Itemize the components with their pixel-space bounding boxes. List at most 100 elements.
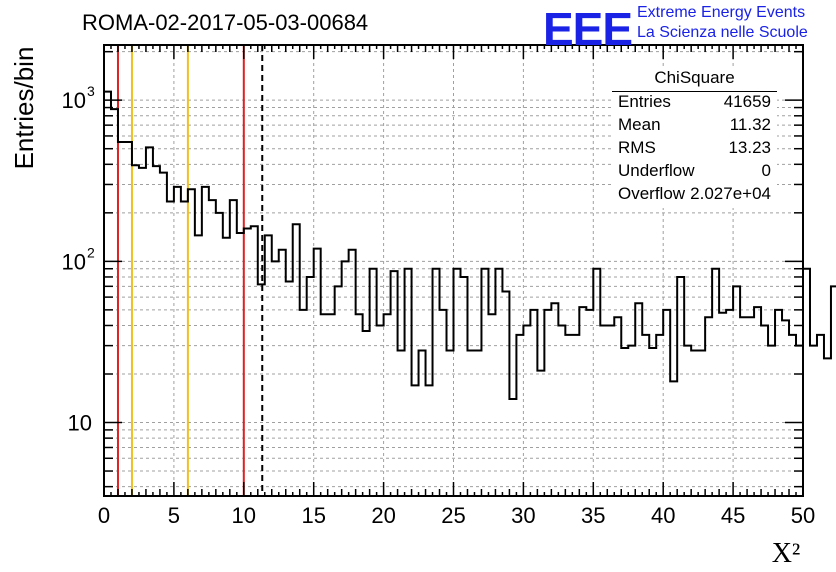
axis-ticks bbox=[104, 45, 803, 496]
histogram-bin bbox=[300, 310, 307, 496]
histogram-bin bbox=[118, 142, 125, 496]
histogram-bin bbox=[321, 314, 328, 496]
histogram-bin bbox=[705, 317, 712, 496]
histogram-bin bbox=[551, 303, 558, 496]
histogram-bin bbox=[314, 249, 321, 496]
histogram-bin bbox=[460, 277, 467, 496]
histogram-bin bbox=[530, 310, 537, 496]
histogram-bin bbox=[747, 317, 754, 496]
histogram-bin bbox=[335, 286, 342, 496]
x-tick-label: 50 bbox=[791, 503, 815, 528]
histogram-bin bbox=[195, 235, 202, 496]
histogram-bin bbox=[768, 346, 775, 496]
histogram-bin bbox=[712, 269, 719, 496]
stats-value: 13.23 bbox=[728, 138, 771, 157]
histogram-bin bbox=[132, 165, 139, 496]
histogram-bin bbox=[677, 277, 684, 496]
histogram-bin bbox=[447, 350, 454, 496]
histogram-bin bbox=[558, 325, 565, 496]
histogram-bin bbox=[153, 166, 160, 496]
stats-title: ChiSquare bbox=[654, 68, 735, 87]
histogram-bin bbox=[537, 371, 544, 496]
histogram-bin bbox=[523, 325, 530, 496]
histogram-bin bbox=[356, 314, 363, 496]
histogram-bin bbox=[279, 250, 286, 496]
x-tick-label: 10 bbox=[232, 503, 256, 528]
histogram-bin bbox=[509, 399, 516, 496]
histogram-bin bbox=[216, 213, 223, 496]
stats-row-mean: Mean 11.32 bbox=[618, 115, 771, 137]
y-tick-label: 10 bbox=[62, 88, 86, 113]
stats-row-entries: Entries 41659 bbox=[618, 92, 771, 114]
histogram-bin bbox=[230, 200, 237, 496]
histogram-bin bbox=[440, 310, 447, 496]
stats-value: 0 bbox=[761, 161, 771, 180]
stats-label: Entries bbox=[618, 92, 671, 111]
histogram-bin bbox=[125, 142, 132, 496]
stats-value: 2.027e+04 bbox=[690, 184, 771, 203]
histogram-bin bbox=[244, 228, 251, 496]
histogram-bin bbox=[188, 189, 195, 496]
histogram-bin bbox=[251, 226, 258, 496]
stats-value: 11.32 bbox=[729, 115, 771, 134]
histogram-bin bbox=[621, 348, 628, 496]
histogram-series bbox=[103, 90, 836, 496]
histogram-bin bbox=[614, 317, 621, 496]
stats-label: Underflow bbox=[618, 161, 695, 180]
x-tick-label: 30 bbox=[511, 503, 535, 528]
logo-text-line2: La Scienza nelle Scuole bbox=[637, 24, 808, 41]
y-tick-exponent: 3 bbox=[87, 83, 95, 99]
stats-label: Overflow bbox=[618, 184, 686, 203]
histogram-bin bbox=[502, 292, 509, 496]
histogram-bin bbox=[419, 350, 426, 496]
histogram-bin bbox=[363, 331, 370, 496]
histogram-bin bbox=[586, 310, 593, 496]
histogram-bin bbox=[398, 350, 405, 496]
y-tick-label: 10 bbox=[68, 411, 92, 436]
histogram-bin bbox=[733, 286, 740, 496]
x-tick-label: 15 bbox=[301, 503, 325, 528]
y-tick-label: 10 bbox=[62, 249, 86, 274]
histogram-bin bbox=[782, 320, 789, 496]
x-tick-label: 35 bbox=[581, 503, 605, 528]
histogram-bin bbox=[635, 303, 642, 496]
histogram-bin bbox=[607, 325, 614, 496]
histogram-bin bbox=[160, 173, 167, 496]
histogram-bin bbox=[789, 335, 796, 496]
histogram-bin bbox=[565, 335, 572, 496]
histogram-bin bbox=[831, 286, 836, 496]
histogram-bin bbox=[286, 281, 293, 496]
histogram-bin bbox=[342, 261, 349, 496]
stats-row-overflow: Overflow 2.027e+04 bbox=[618, 184, 771, 206]
histogram-bin bbox=[104, 92, 111, 496]
x-tick-label: 0 bbox=[98, 503, 110, 528]
x-tick-label: 40 bbox=[651, 503, 675, 528]
histogram-bin bbox=[663, 310, 670, 496]
y-tick-exponent: 2 bbox=[87, 244, 95, 260]
x-tick-label: 5 bbox=[168, 503, 180, 528]
histogram-bin bbox=[377, 325, 384, 496]
histogram-bin bbox=[272, 261, 279, 496]
histogram-bin bbox=[544, 310, 551, 496]
histogram-bin bbox=[593, 269, 600, 496]
logo-text-line1: Extreme Energy Events bbox=[637, 4, 806, 21]
histogram-bin bbox=[495, 269, 502, 496]
histogram-bin bbox=[139, 168, 146, 496]
x-tick-label: 45 bbox=[721, 503, 745, 528]
x-axis-label: X² bbox=[772, 538, 801, 569]
histogram-bin bbox=[628, 346, 635, 496]
stats-value: 41659 bbox=[723, 92, 771, 111]
histogram-bin bbox=[600, 325, 607, 496]
histogram-bin bbox=[796, 346, 803, 496]
histogram-bin bbox=[579, 307, 586, 496]
histogram-bin bbox=[488, 314, 495, 496]
stats-label: Mean bbox=[618, 115, 661, 134]
histogram-bin bbox=[307, 277, 314, 496]
histogram-bin bbox=[803, 269, 810, 496]
histogram-bin bbox=[740, 317, 747, 496]
histogram-bin bbox=[146, 147, 153, 496]
histogram-bin bbox=[258, 284, 265, 496]
histogram-bin bbox=[775, 310, 782, 496]
histogram-bin bbox=[824, 358, 831, 496]
